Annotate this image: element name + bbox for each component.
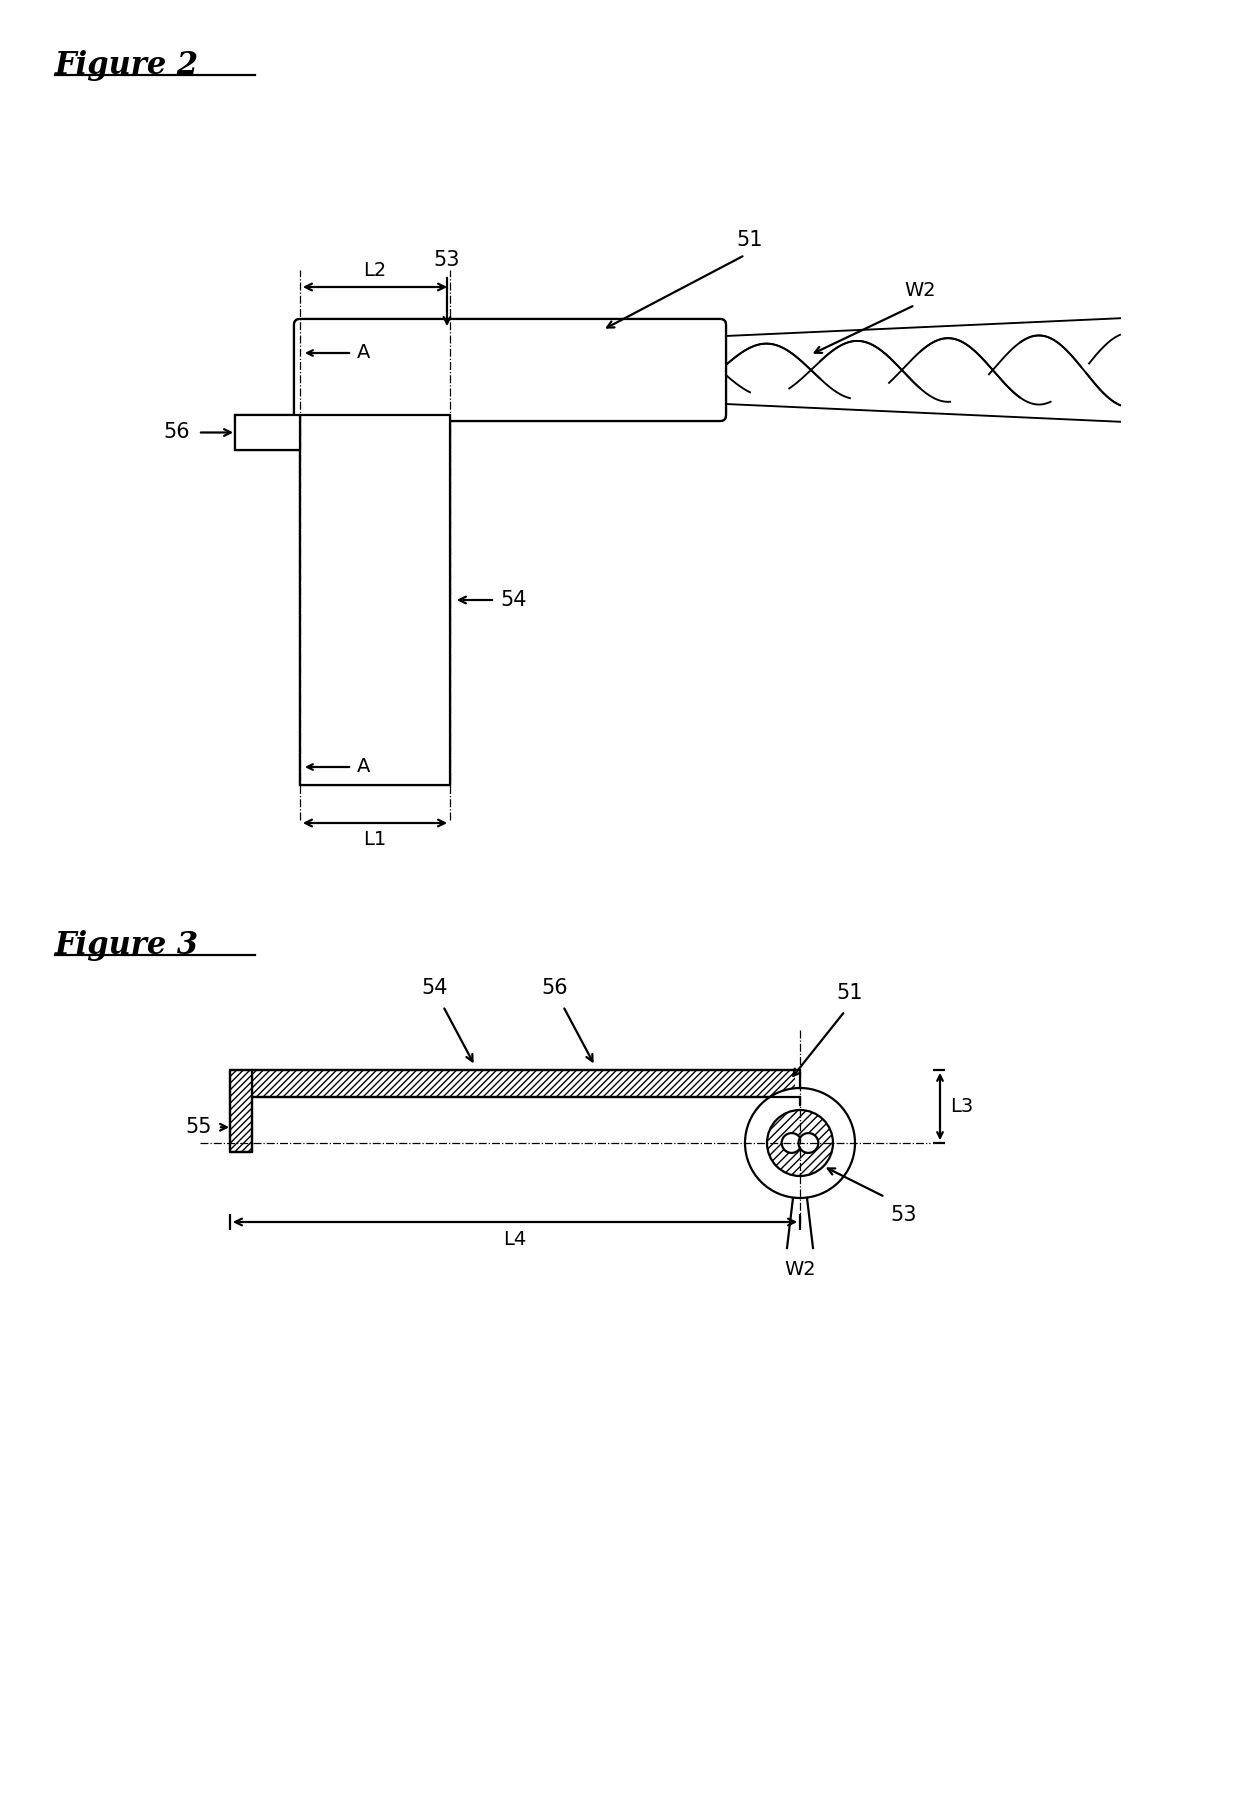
Bar	[229, 1070, 252, 1152]
Text: L4: L4	[503, 1229, 527, 1249]
Text: 54: 54	[500, 590, 527, 610]
Bar	[236, 415, 300, 449]
Text: A: A	[357, 758, 371, 776]
Text: 56: 56	[164, 422, 190, 442]
Circle shape	[768, 1110, 833, 1177]
Text: Figure 3: Figure 3	[55, 930, 200, 960]
Bar	[300, 415, 450, 785]
Text: 51: 51	[737, 229, 764, 251]
Bar	[252, 1070, 800, 1097]
Bar	[0, 316, 455, 794]
Text: 54: 54	[422, 978, 448, 998]
Text: L3: L3	[950, 1097, 973, 1115]
FancyBboxPatch shape	[294, 319, 725, 421]
Text: L1: L1	[363, 830, 387, 848]
Circle shape	[745, 1088, 856, 1199]
Text: L2: L2	[363, 262, 387, 280]
FancyBboxPatch shape	[294, 319, 725, 421]
Text: Figure 2: Figure 2	[55, 51, 200, 81]
Text: 56: 56	[542, 978, 568, 998]
Bar	[795, 1065, 805, 1103]
Text: A: A	[357, 343, 371, 363]
Text: 53: 53	[434, 251, 460, 271]
Text: 55: 55	[186, 1117, 212, 1137]
Bar	[236, 415, 300, 449]
Text: 51: 51	[837, 984, 863, 1004]
Text: W2: W2	[904, 282, 936, 300]
Text: 53: 53	[890, 1206, 916, 1226]
Bar	[229, 1070, 252, 1152]
Bar	[300, 415, 450, 785]
Bar	[252, 1070, 800, 1097]
Circle shape	[781, 1134, 801, 1153]
Text: W2: W2	[784, 1260, 816, 1280]
Circle shape	[799, 1134, 818, 1153]
